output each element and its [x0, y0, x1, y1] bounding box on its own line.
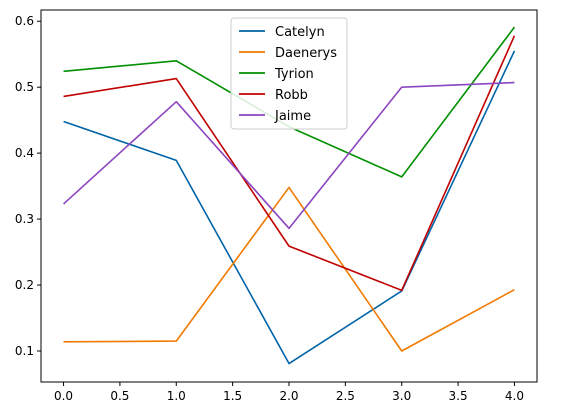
x-axis-ticks: 0.0 0.5 1.0 1.5 2.0 2.5 3.0 3.5 4.0	[54, 382, 524, 403]
y-tick-label: 0.3	[15, 212, 34, 226]
x-tick-label: 3.5	[449, 389, 468, 403]
legend-box	[230, 17, 348, 130]
series-line-catelyn	[63, 50, 516, 365]
y-axis-ticks: 0.1 0.2 0.3 0.4 0.5 0.6	[15, 14, 41, 358]
legend-label-catelyn: Catelyn	[275, 25, 325, 40]
legend-label-jaime: Jaime	[274, 109, 311, 124]
legend-label-tyrion: Tyrion	[274, 67, 314, 82]
x-tick-label: 3.0	[392, 389, 411, 403]
y-tick-label: 0.2	[15, 278, 34, 292]
x-tick-label: 0.5	[110, 389, 129, 403]
y-tick-label: 0.5	[15, 80, 34, 94]
x-tick-label: 2.5	[336, 389, 355, 403]
series-line-daenerys	[63, 186, 515, 352]
legend-label-robb: Robb	[275, 88, 308, 103]
y-tick-label: 0.4	[15, 146, 34, 160]
legend-label-daenerys: Daenerys	[275, 46, 337, 61]
x-tick-label: 4.0	[505, 389, 524, 403]
legend: Catelyn Daenerys Tyrion Robb Jaime	[230, 17, 348, 130]
series-line-robb	[63, 35, 516, 292]
y-tick-label: 0.6	[15, 14, 34, 28]
y-tick-label: 0.1	[15, 344, 34, 358]
x-tick-label: 0.0	[54, 389, 73, 403]
legend-items: Catelyn Daenerys Tyrion Robb Jaime	[239, 25, 337, 124]
x-tick-label: 1.5	[223, 389, 242, 403]
series-line-jaime	[63, 81, 515, 230]
x-tick-label: 1.0	[167, 389, 186, 403]
x-tick-label: 2.0	[279, 389, 298, 403]
